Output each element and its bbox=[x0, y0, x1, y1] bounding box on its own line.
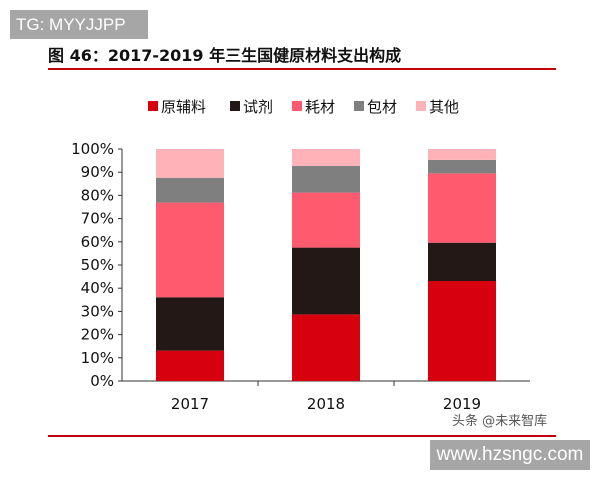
chart-title: 图 46：2017-2019 年三生国健原材料支出构成 bbox=[48, 46, 402, 65]
title-divider bbox=[48, 68, 556, 70]
y-tick-label: 90% bbox=[81, 163, 114, 181]
legend-swatch bbox=[354, 101, 364, 111]
bar-segment bbox=[156, 149, 224, 178]
legend-label: 试剂 bbox=[243, 98, 273, 116]
bar-segment bbox=[156, 202, 224, 298]
legend-label: 原辅料 bbox=[161, 98, 206, 116]
y-tick-label: 50% bbox=[81, 256, 114, 274]
y-tick-label: 80% bbox=[81, 186, 114, 204]
bar-segment bbox=[292, 247, 360, 315]
legend-label: 其他 bbox=[429, 98, 459, 116]
y-tick-label: 0% bbox=[90, 372, 114, 390]
y-tick-label: 30% bbox=[81, 302, 114, 320]
legend-label: 包材 bbox=[367, 98, 397, 116]
bar-segment bbox=[292, 149, 360, 166]
y-tick-label: 60% bbox=[81, 233, 114, 251]
y-tick-label: 70% bbox=[81, 210, 114, 228]
bar-segment bbox=[292, 314, 360, 381]
y-tick-label: 100% bbox=[71, 140, 114, 158]
legend-swatch bbox=[416, 101, 426, 111]
x-tick-label: 2017 bbox=[171, 395, 209, 413]
bar-segment bbox=[292, 192, 360, 248]
bar-segment bbox=[156, 350, 224, 381]
bar-segment bbox=[428, 242, 496, 282]
y-tick-label: 40% bbox=[81, 279, 114, 297]
bar-segment bbox=[428, 159, 496, 174]
x-tick-label: 2019 bbox=[443, 395, 481, 413]
legend-swatch bbox=[148, 101, 158, 111]
source-mark: 头条 @未来智库 bbox=[452, 414, 548, 429]
legend-swatch bbox=[230, 101, 240, 111]
y-tick-label: 10% bbox=[81, 349, 114, 367]
y-tick-label: 20% bbox=[81, 326, 114, 344]
watermark-top: TG: MYYJJPP bbox=[10, 10, 148, 39]
bar-segment bbox=[156, 297, 224, 351]
bar-segment bbox=[428, 281, 496, 381]
bar-segment bbox=[292, 165, 360, 193]
legend-label: 耗材 bbox=[305, 98, 335, 116]
legend-swatch bbox=[292, 101, 302, 111]
bar-segment bbox=[428, 149, 496, 160]
watermark-bottom: www.hzsngc.com bbox=[430, 440, 590, 470]
bar-segment bbox=[156, 177, 224, 203]
bar-segment bbox=[428, 173, 496, 243]
x-tick-label: 2018 bbox=[307, 395, 345, 413]
bottom-divider bbox=[48, 435, 556, 437]
